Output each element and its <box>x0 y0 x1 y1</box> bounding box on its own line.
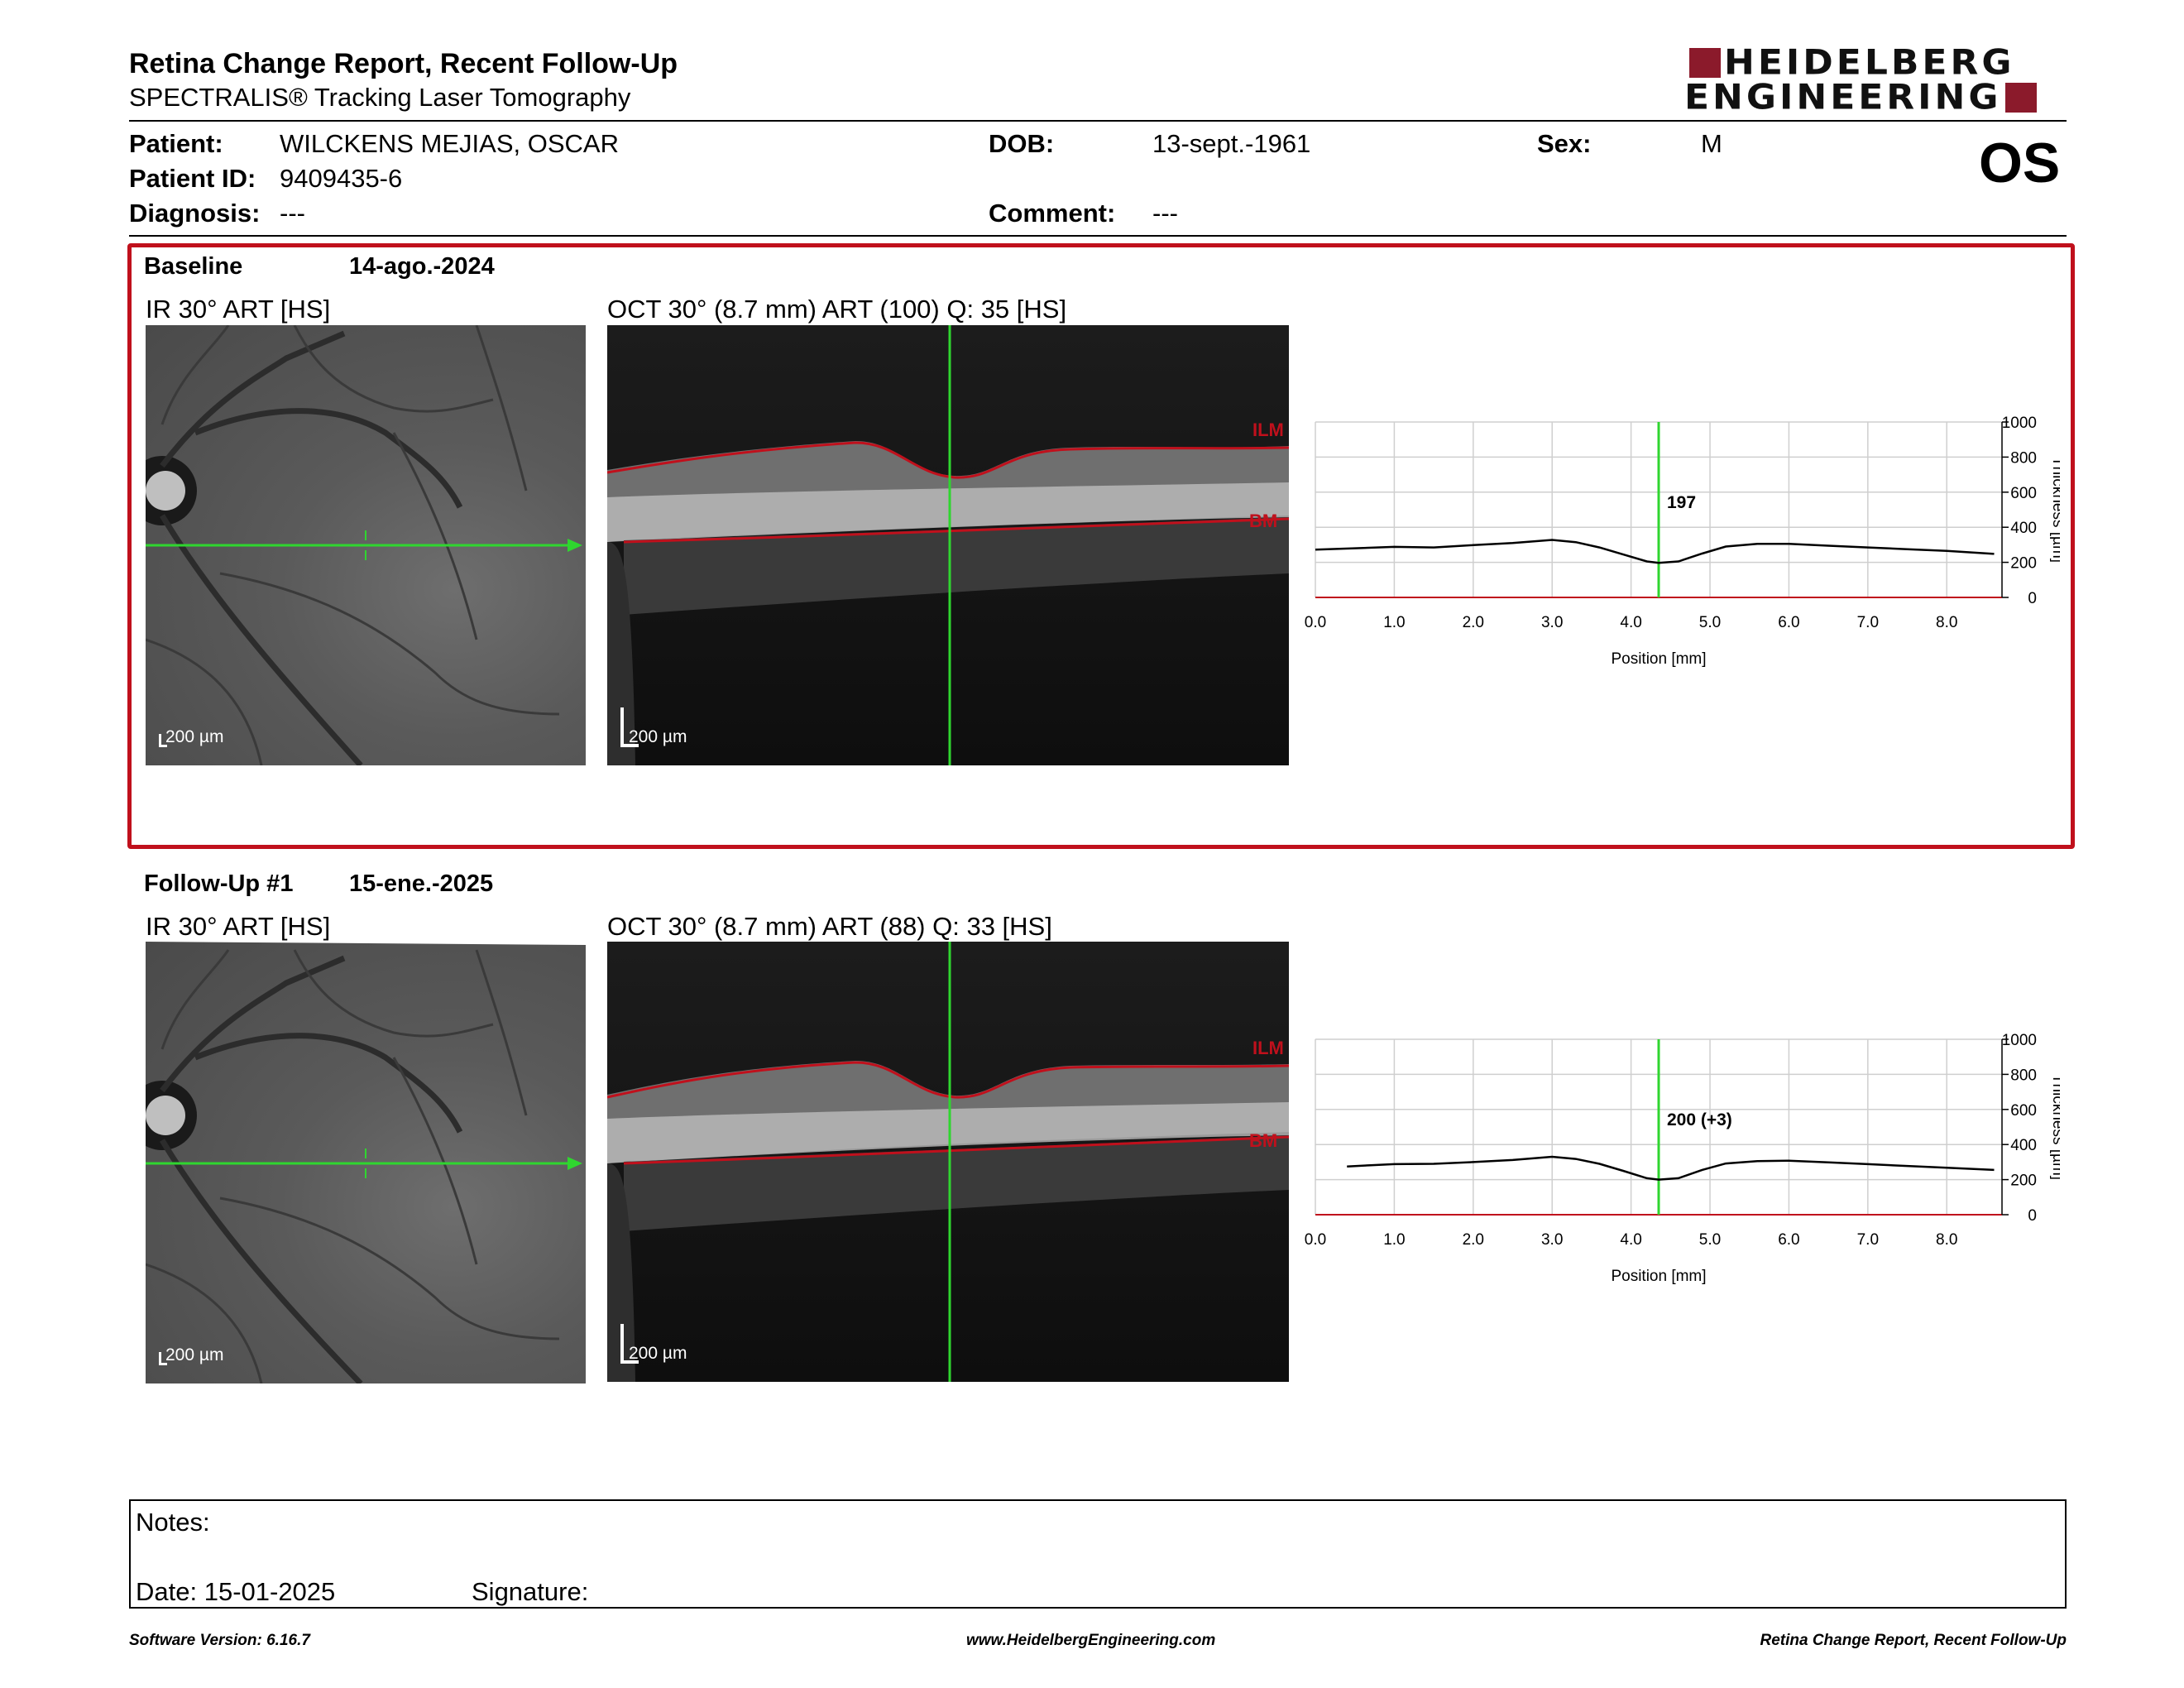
report-subtitle: SPECTRALIS® Tracking Laser Tomography <box>129 83 631 112</box>
patient-name: WILCKENS MEJIAS, OSCAR <box>280 129 619 158</box>
patient-divider <box>129 235 2067 237</box>
followup-date: 15-ene.-2025 <box>349 870 494 897</box>
eye-os-label: OS <box>1979 132 2061 194</box>
chart-y-tick-label: 1000 <box>2002 1032 2037 1049</box>
chart-thickness-series-line <box>1315 539 1995 564</box>
chart-y-tick-label: 400 <box>2010 1137 2037 1154</box>
chart-x-tick-label: 4.0 <box>1620 1231 1641 1249</box>
header-divider <box>129 120 2067 122</box>
chart-x-tick-label: 8.0 <box>1936 1231 1957 1249</box>
diagnosis-label: Diagnosis: <box>129 199 261 228</box>
chart-x-tick-label: 6.0 <box>1778 614 1799 631</box>
notes-label: Notes: <box>136 1508 210 1537</box>
chart-x-tick-label: 1.0 <box>1383 1231 1405 1249</box>
notes-box[interactable] <box>129 1499 2067 1609</box>
chart-x-tick-label: 4.0 <box>1620 614 1641 631</box>
chart-y-tick-label: 0 <box>2028 1207 2037 1225</box>
chart-y-tick-label: 800 <box>2010 1067 2037 1084</box>
chart-x-tick-label: 7.0 <box>1857 1231 1879 1249</box>
chart-x-tick-label: 2.0 <box>1463 614 1484 631</box>
chart-x-axis-label: Position [mm] <box>1611 1268 1706 1285</box>
chart-y-axis-label: Thickness [µm] <box>2049 457 2060 563</box>
baseline-bm-label: BM <box>1249 511 1277 531</box>
diagnosis-value: --- <box>280 199 305 228</box>
logo-square-icon <box>2004 83 2037 113</box>
chart-x-tick-label: 6.0 <box>1778 1231 1799 1249</box>
followup-bm-label: BM <box>1249 1130 1277 1151</box>
chart-thickness-series-line <box>1347 1155 1995 1181</box>
chart-y-tick-label: 600 <box>2010 485 2037 502</box>
dob-label: DOB: <box>989 129 1055 158</box>
patient-id-value: 9409435-6 <box>280 164 403 193</box>
chart-x-tick-label: 7.0 <box>1857 614 1879 631</box>
footer-software-version: Software Version: 6.16.7 <box>129 1632 310 1649</box>
chart-x-axis-label: Position [mm] <box>1611 650 1706 668</box>
chart-y-tick-label: 800 <box>2010 449 2037 467</box>
logo-square-icon <box>1689 48 1721 78</box>
chart-y-tick-label: 200 <box>2010 555 2037 573</box>
chart-y-tick-label: 0 <box>2028 590 2037 607</box>
patient-label: Patient: <box>129 129 223 158</box>
followup-oct-bscan-image[interactable]: ILM BM 200 µm <box>607 942 1289 1382</box>
chart-x-tick-label: 0.0 <box>1305 614 1326 631</box>
followup-oct-scale: 200 µm <box>620 1324 687 1364</box>
signature-label: Signature: <box>472 1577 589 1606</box>
chart-y-axis-label: Thickness [µm] <box>2049 1074 2060 1180</box>
baseline-label: Baseline <box>144 253 243 280</box>
chart-y-tick-label: 200 <box>2010 1172 2037 1190</box>
chart-marker-value-label: 197 <box>1667 493 1696 512</box>
dob-value: 13-sept.-1961 <box>1152 129 1311 158</box>
baseline-oct-scale: 200 µm <box>620 707 687 747</box>
chart-x-tick-label: 3.0 <box>1541 1231 1563 1249</box>
followup-ir-label: IR 30° ART [HS] <box>146 912 331 941</box>
baseline-ir-fundus-image[interactable]: 200 µm <box>146 325 586 765</box>
chart-x-tick-label: 2.0 <box>1463 1231 1484 1249</box>
chart-y-tick-label: 400 <box>2010 520 2037 537</box>
baseline-oct-label: OCT 30° (8.7 mm) ART (100) Q: 35 [HS] <box>607 295 1067 324</box>
baseline-ir-scale: 200 µm <box>158 727 224 747</box>
chart-x-tick-label: 0.0 <box>1305 1231 1326 1249</box>
chart-y-tick-label: 1000 <box>2002 415 2037 432</box>
baseline-ir-label: IR 30° ART [HS] <box>146 295 331 324</box>
followup-oct-scale-text: 200 µm <box>629 1344 687 1363</box>
sex-value: M <box>1701 129 1722 158</box>
heidelberg-logo-line2: ENGINEERING <box>1684 77 2037 117</box>
baseline-oct-bscan-image[interactable]: ILM BM 200 µm <box>607 325 1289 765</box>
baseline-date: 14-ago.-2024 <box>349 253 495 280</box>
logo-line-1: HEIDELBERG <box>1724 42 2015 83</box>
baseline-thickness-chart: 0 200 400 600 800 1000 0.0 1.0 2.0 3.0 4.0 5.0 6.0 7.… <box>1299 409 2060 682</box>
followup-ilm-label: ILM <box>1252 1038 1284 1058</box>
followup-ir-scale: 200 µm <box>158 1345 224 1365</box>
chart-x-tick-label: 5.0 <box>1699 614 1721 631</box>
baseline-section-frame <box>127 243 2075 849</box>
heidelberg-logo: HEIDELBERG <box>1689 46 2014 79</box>
comment-value: --- <box>1152 199 1178 228</box>
followup-thickness-chart: 0 200 400 600 800 1000 0.0 1.0 2.0 3.0 4.0 5.0 6.0 7.… <box>1299 1026 2060 1299</box>
followup-oct-label: OCT 30° (8.7 mm) ART (88) Q: 33 [HS] <box>607 912 1052 941</box>
logo-line-2: ENGINEERING <box>1684 77 2002 117</box>
sex-label: Sex: <box>1537 129 1592 158</box>
chart-marker-value-label: 200 (+3) <box>1667 1110 1732 1129</box>
followup-ir-fundus-image[interactable]: 200 µm <box>146 942 586 1383</box>
footer-report-name: Retina Change Report, Recent Follow-Up <box>1760 1632 2067 1649</box>
chart-x-tick-label: 3.0 <box>1541 614 1563 631</box>
footer-website-link[interactable]: www.HeidelbergEngineering.com <box>966 1632 1216 1649</box>
comment-label: Comment: <box>989 199 1116 228</box>
chart-x-tick-label: 8.0 <box>1936 614 1957 631</box>
baseline-oct-scale-text: 200 µm <box>629 727 687 746</box>
notes-date: Date: 15-01-2025 <box>136 1577 336 1606</box>
chart-x-tick-label: 1.0 <box>1383 614 1405 631</box>
chart-x-tick-label: 5.0 <box>1699 1231 1721 1249</box>
chart-y-tick-label: 600 <box>2010 1102 2037 1120</box>
report-title: Retina Change Report, Recent Follow-Up <box>129 48 678 79</box>
patient-id-label: Patient ID: <box>129 164 256 193</box>
followup-label: Follow-Up #1 <box>144 870 294 897</box>
baseline-ilm-label: ILM <box>1252 420 1284 440</box>
